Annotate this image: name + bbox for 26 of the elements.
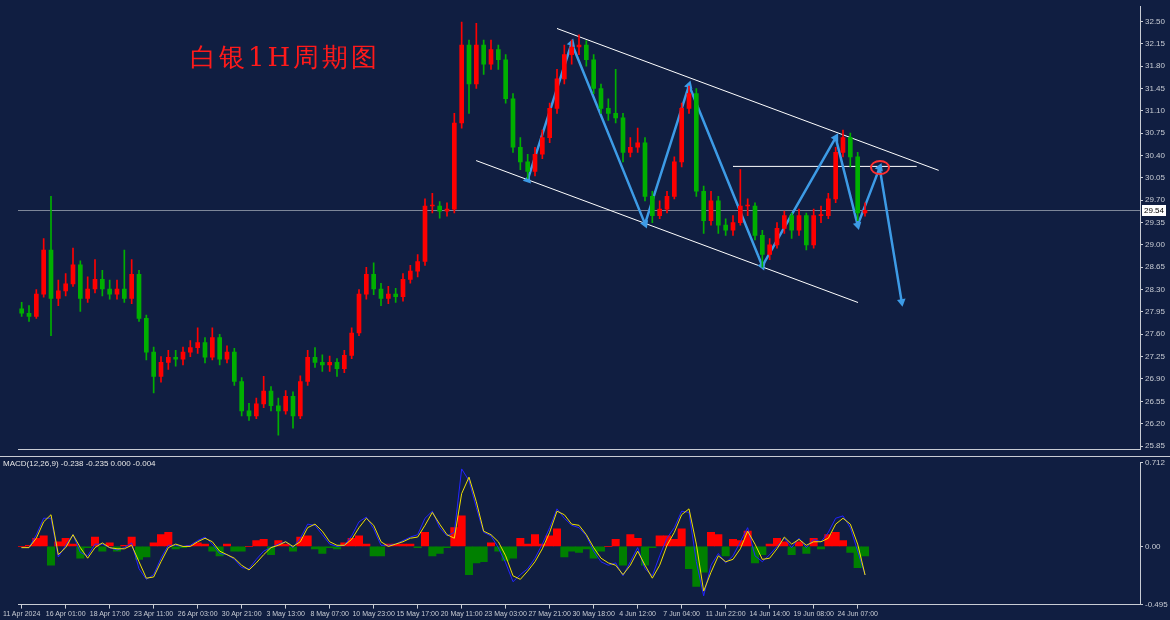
- y-tick-label: 26.20: [1145, 418, 1166, 428]
- y-tick-label: 29.35: [1145, 217, 1166, 227]
- y-tick-label: 30.05: [1145, 173, 1166, 183]
- y-tick-label: 25.85: [1145, 441, 1166, 451]
- y-tick-label: 29.70: [1145, 195, 1166, 205]
- y-tick-label: 30.40: [1145, 150, 1166, 160]
- y-tick-label: 27.60: [1145, 329, 1166, 339]
- y-tick-label: -0.495: [1145, 599, 1169, 609]
- y-tick-label: 30.75: [1145, 128, 1166, 138]
- y-tick-label: 31.10: [1145, 106, 1166, 116]
- y-tick-label: 26.55: [1145, 396, 1166, 406]
- y-tick-label: 29.00: [1145, 240, 1166, 250]
- y-tick-label: 28.30: [1145, 284, 1166, 294]
- chart-title: MACD(12,26,9) -0.238 -0.235 0.000 -0.004: [3, 459, 156, 469]
- ref-line-label: 29.54: [1144, 205, 1165, 215]
- y-tick-label: 28.65: [1145, 262, 1166, 272]
- y-tick-label: 32.15: [1145, 39, 1166, 49]
- y-tick-label: 31.45: [1145, 83, 1166, 93]
- y-tick-label: 27.25: [1145, 351, 1166, 361]
- y-tick-label: 0.00: [1145, 541, 1162, 551]
- y-tick-label: 27.95: [1145, 307, 1166, 317]
- y-tick-label: 32.50: [1145, 16, 1166, 26]
- text: 白银1H周期图: [190, 42, 381, 74]
- y-tick-label: 0.712: [1145, 458, 1166, 467]
- y-tick-label: 26.90: [1145, 374, 1166, 384]
- y-tick-label: 31.80: [1145, 61, 1166, 71]
